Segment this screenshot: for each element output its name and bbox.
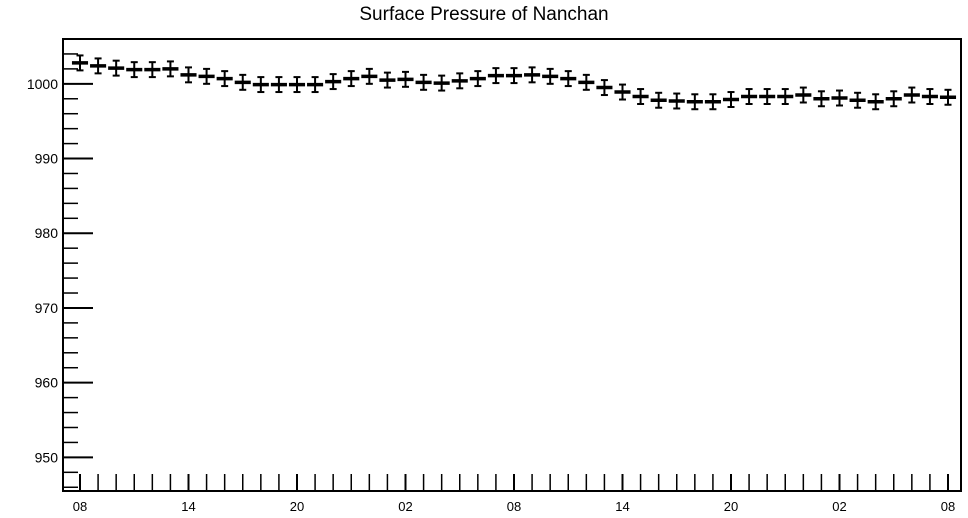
data-point (397, 70, 414, 88)
x-tick-label: 14 (615, 499, 629, 514)
data-point (469, 70, 486, 88)
data-point (343, 70, 360, 88)
y-tick-label: 970 (35, 300, 59, 316)
data-point (903, 86, 920, 104)
data-point (741, 88, 758, 105)
data-point (505, 67, 523, 85)
x-tick-label: 20 (724, 499, 738, 514)
data-point (234, 73, 251, 91)
data-point (433, 74, 450, 92)
data-point (704, 93, 721, 111)
data-point (777, 88, 794, 105)
data-point (759, 88, 776, 105)
data-point (795, 86, 812, 104)
data-point (849, 91, 866, 109)
data-point (614, 83, 631, 101)
data-point (144, 61, 161, 79)
x-tick-label: 08 (73, 499, 87, 514)
data-point (650, 91, 667, 109)
chart-title: Surface Pressure of Nanchan (359, 4, 609, 25)
y-tick-label: 960 (35, 375, 59, 391)
x-axis: 08 14 20 02 08 14 20 02 08 (73, 474, 955, 514)
data-point (560, 70, 577, 88)
data-point (596, 79, 613, 97)
data-point (361, 67, 378, 85)
y-tick-label: 950 (35, 449, 59, 465)
data-point (325, 73, 342, 91)
data-point (379, 71, 396, 89)
data-point (722, 91, 740, 108)
plot-frame (62, 38, 962, 492)
data-point (939, 88, 957, 106)
data-point (451, 72, 468, 90)
y-axis: 950 960 970 980 990 1000 (27, 38, 93, 489)
data-point (542, 67, 559, 85)
x-tick-label: 14 (181, 499, 195, 514)
data-point (126, 61, 143, 79)
x-tick-label: 02 (832, 499, 846, 514)
data-point (307, 76, 324, 94)
data-point (252, 76, 269, 94)
y-tick-label: 990 (35, 151, 59, 167)
data-series (71, 54, 957, 111)
data-point (162, 60, 179, 78)
data-point (415, 73, 432, 91)
y-tick-label: 980 (35, 225, 59, 241)
x-tick-label: 20 (290, 499, 304, 514)
x-tick-label: 08 (507, 499, 521, 514)
data-point (108, 59, 125, 77)
data-point (831, 89, 848, 107)
data-point (813, 90, 830, 108)
data-point (71, 54, 89, 72)
data-point (90, 57, 107, 75)
data-point (885, 90, 902, 108)
x-tick-label: 08 (941, 499, 955, 514)
data-point (288, 76, 306, 94)
data-point (686, 93, 703, 111)
data-point (668, 92, 685, 110)
data-point (487, 67, 504, 85)
x-tick-label: 02 (398, 499, 412, 514)
data-point (180, 66, 197, 84)
data-point (632, 88, 649, 105)
data-point (867, 93, 884, 111)
data-point (921, 88, 938, 105)
data-point (216, 70, 233, 88)
data-point (270, 76, 287, 94)
data-point (524, 66, 541, 84)
data-point (198, 67, 215, 85)
y-tick-label: 1000 (27, 76, 58, 92)
data-point (578, 73, 595, 91)
